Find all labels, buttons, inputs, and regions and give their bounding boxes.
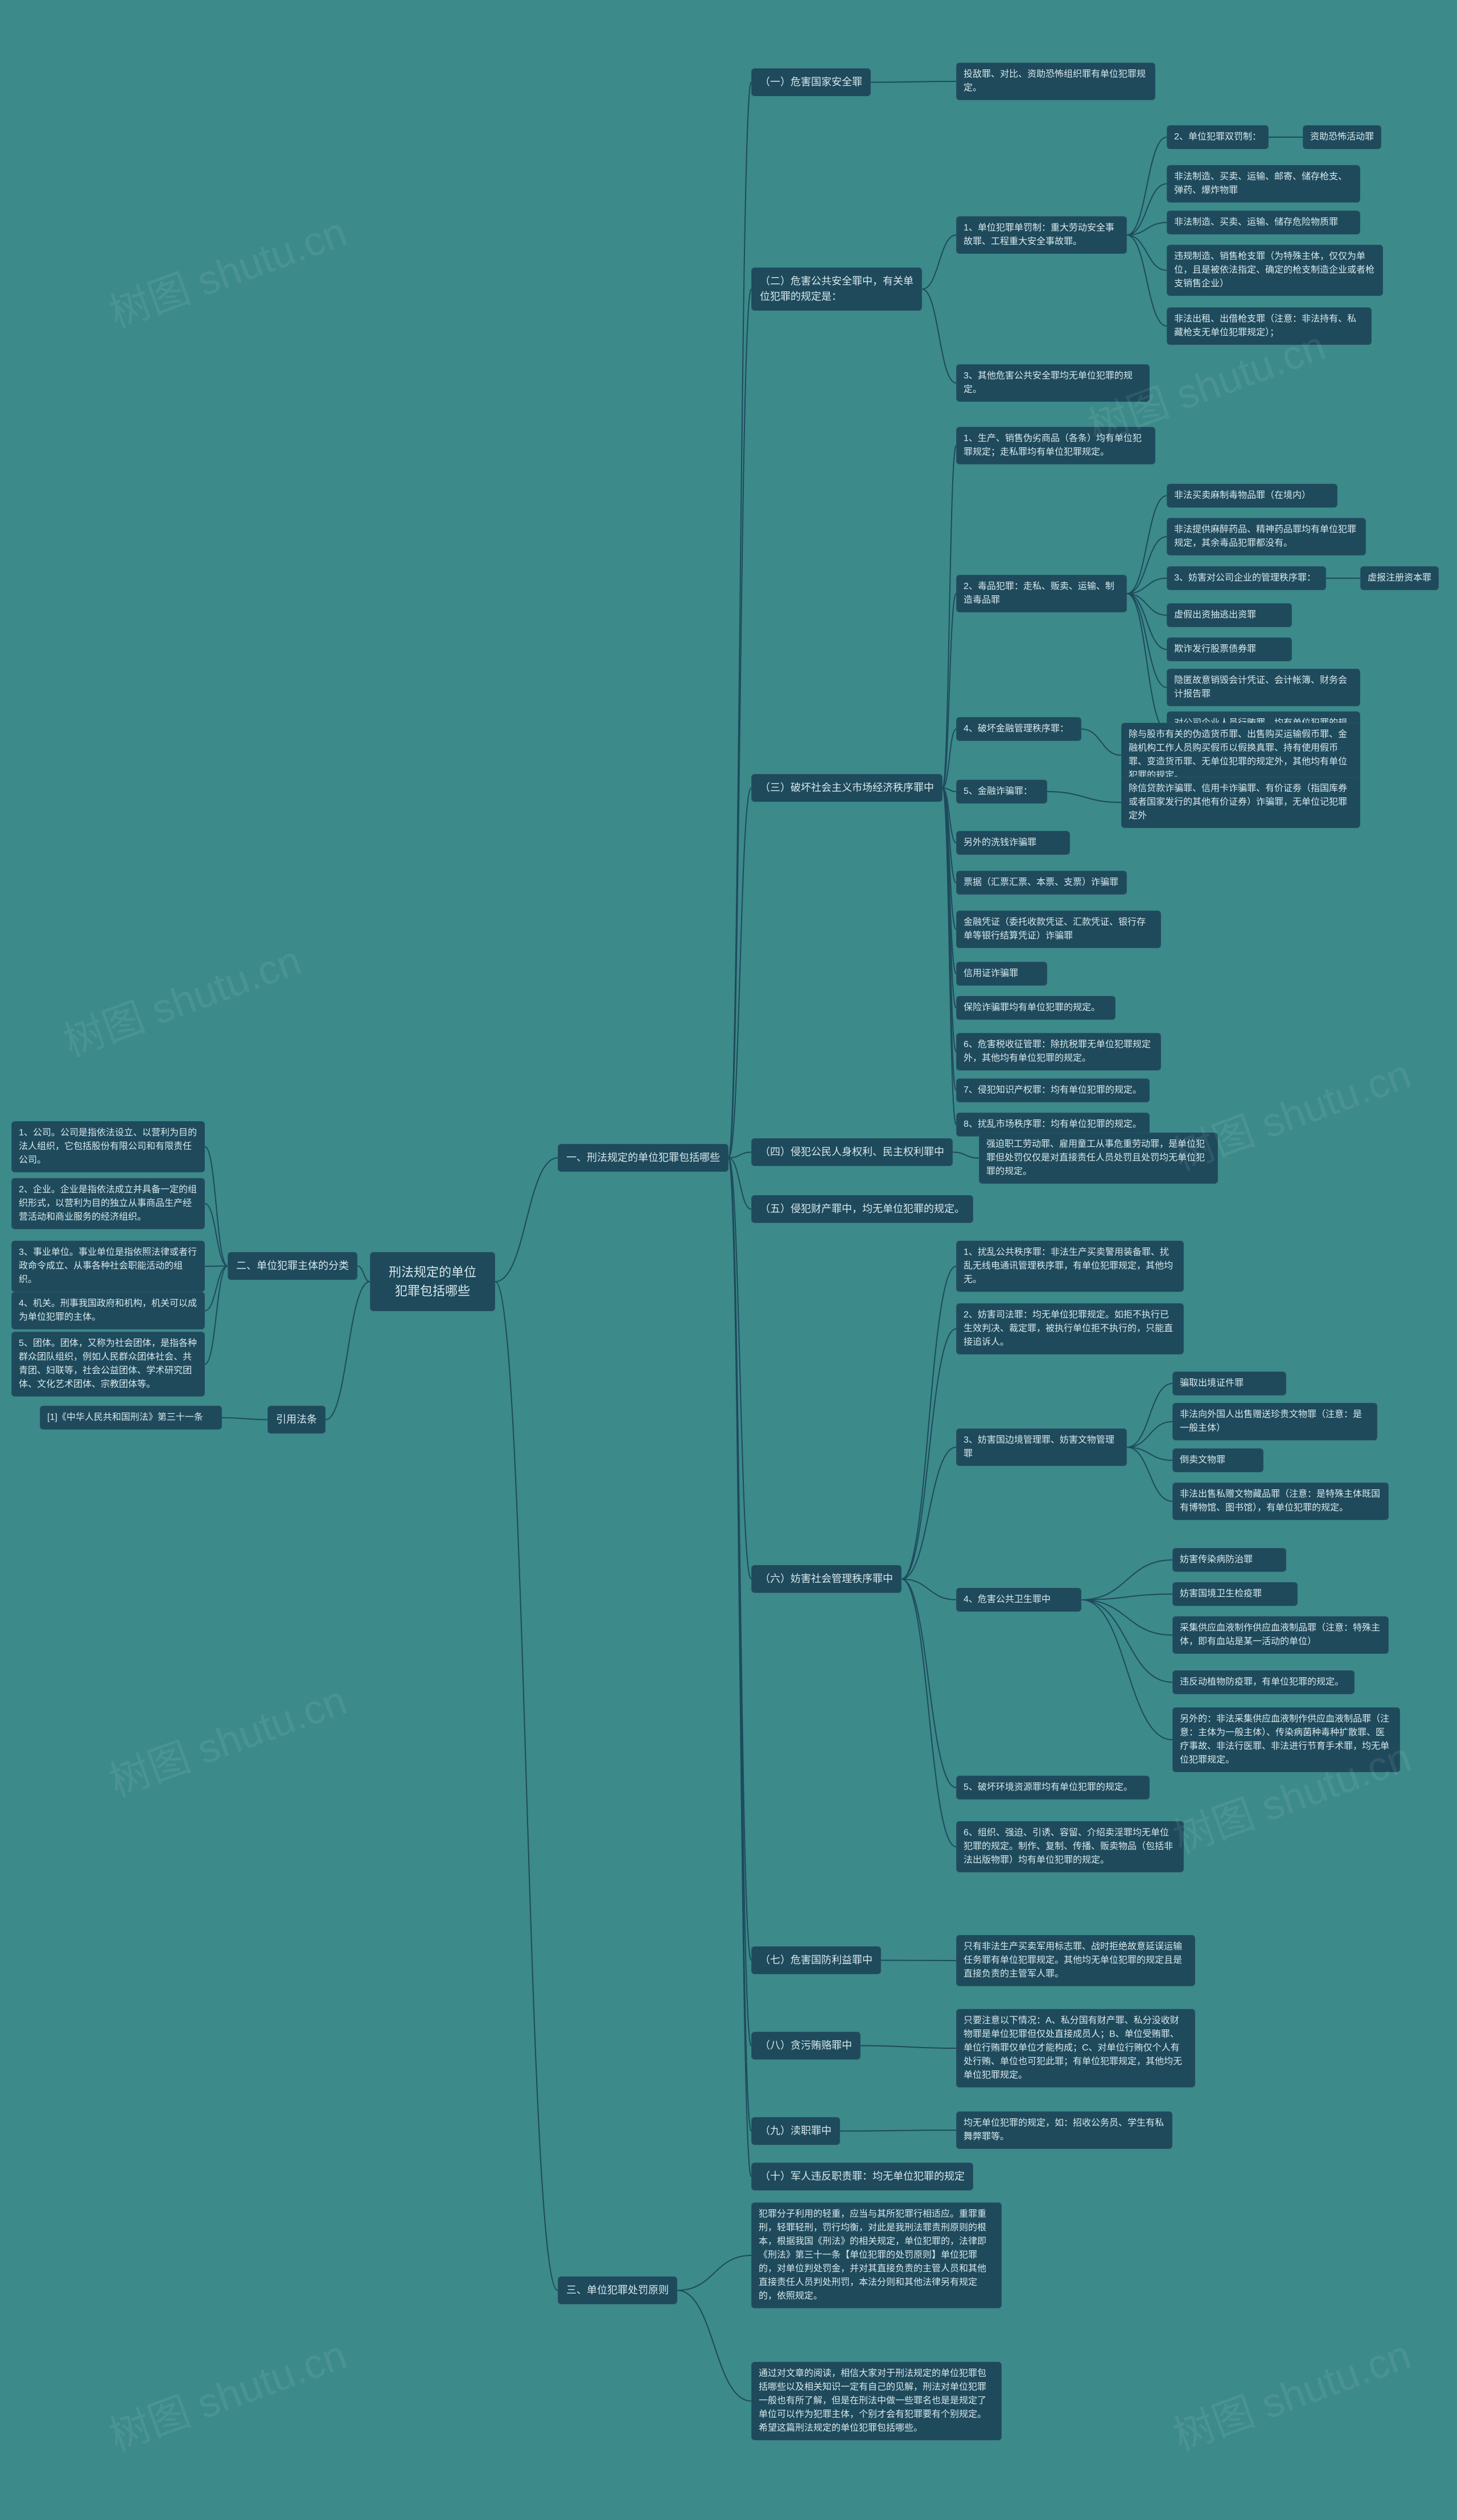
mindmap-node: 强迫职工劳动罪、雇用童工从事危重劳动罪，是单位犯罪但处罚仅仅是对直接责任人员处罚… bbox=[979, 1133, 1218, 1184]
mindmap-node: 保险诈骗罪均有单位犯罪的规定。 bbox=[956, 996, 1116, 1020]
mindmap-node: 倒卖文物罪 bbox=[1172, 1448, 1263, 1472]
mindmap-node: 虚假出资抽逃出资罪 bbox=[1167, 603, 1292, 627]
mindmap-node: 2、企业。企业是指依法成立并具备一定的组织形式，以营利为目的独立从事商品生产经营… bbox=[11, 1178, 205, 1229]
mindmap-node: 金融凭证（委托收款凭证、汇款凭证、银行存单等银行结算凭证）诈骗罪 bbox=[956, 911, 1161, 948]
mindmap-node: 一、刑法规定的单位犯罪包括哪些 bbox=[558, 1144, 728, 1172]
mindmap-node: 5、金融诈骗罪： bbox=[956, 780, 1047, 804]
mindmap-node: 5、团体。团体，又称为社会团体，是指各种群众团队组织，例如人民群众团体社会、共青… bbox=[11, 1332, 205, 1397]
mindmap-node: 隐匿故意销毁会计凭证、会计帐簿、财务会计报告罪 bbox=[1167, 669, 1360, 706]
mindmap-node: 妨害国境卫生检疫罪 bbox=[1172, 1582, 1298, 1606]
mindmap-node: 二、单位犯罪主体的分类 bbox=[228, 1252, 357, 1280]
mindmap-node: 4、机关。刑事我国政府和机构，机关可以成为单位犯罪的主体。 bbox=[11, 1292, 205, 1329]
mindmap-node: 另外的：非法采集供应血液制作供应血液制品罪（注意：主体为一般主体）、传染病菌种毒… bbox=[1172, 1707, 1400, 1772]
mindmap-node: 非法制造、买卖、运输、储存危险物质罪 bbox=[1167, 211, 1360, 234]
watermark: 树图 shutu.cn bbox=[100, 2321, 353, 2463]
mindmap-node: （七）危害国防利益罪中 bbox=[751, 1946, 881, 1974]
connector-layer bbox=[0, 0, 1457, 2520]
mindmap-node: 票据（汇票汇票、本票、支票）诈骗罪 bbox=[956, 871, 1127, 895]
mindmap-node: 通过对文章的阅读，相信大家对于刑法规定的单位犯罪包括哪些以及相关知识一定有自己的… bbox=[751, 2362, 1002, 2440]
mindmap-node: 6、组织、强迫、引诱、容留、介绍卖淫罪均无单位犯罪的规定。制作、复制、传播、贩卖… bbox=[956, 1821, 1184, 1872]
mindmap-node: 4、破坏金融管理秩序罪： bbox=[956, 717, 1081, 741]
mindmap-node: 三、单位犯罪处罚原则 bbox=[558, 2276, 677, 2304]
mindmap-node: 刑法规定的单位犯罪包括哪些 bbox=[370, 1252, 495, 1311]
mindmap-node: 信用证诈骗罪 bbox=[956, 962, 1047, 986]
mindmap-node: 引用法条 bbox=[267, 1406, 326, 1434]
mindmap-node: （八）贪污贿赂罪中 bbox=[751, 2032, 861, 2060]
mindmap-node: （十）军人违反职责罪：均无单位犯罪的规定 bbox=[751, 2163, 973, 2190]
mindmap-node: （五）侵犯财产罪中，均无单位犯罪的规定。 bbox=[751, 1195, 973, 1223]
mindmap-node: 非法制造、买卖、运输、邮寄、储存枪支、弹药、爆炸物罪 bbox=[1167, 165, 1360, 203]
mindmap-node: 1、单位犯罪单罚制：重大劳动安全事故罪、工程重大安全事故罪。 bbox=[956, 216, 1127, 254]
mindmap-node: 虚报注册资本罪 bbox=[1360, 566, 1439, 590]
mindmap-node: 除信贷款诈骗罪、信用卡诈骗罪、有价证劵（指国库券或者国家发行的其他有价证券）诈骗… bbox=[1121, 777, 1360, 828]
mindmap-node: 非法向外国人出售赠送珍贵文物罪（注意：是一般主体） bbox=[1172, 1403, 1377, 1440]
mindmap-node: 1、扰乱公共秩序罪：非法生产买卖警用装备罪、扰乱无线电通讯管理秩序罪，有单位犯罪… bbox=[956, 1241, 1184, 1292]
watermark: 树图 shutu.cn bbox=[100, 199, 353, 340]
watermark: 树图 shutu.cn bbox=[1164, 2321, 1418, 2463]
mindmap-node: 1、公司。公司是指依法设立、以营利为目的法人组织，它包括股份有限公司和有限责任公… bbox=[11, 1121, 205, 1172]
mindmap-node: 1、生产、销售伪劣商品（各条）均有单位犯罪规定；走私罪均有单位犯罪规定。 bbox=[956, 427, 1155, 464]
watermark: 树图 shutu.cn bbox=[100, 1667, 353, 1808]
mindmap-node: （二）危害公共安全罪中，有关单位犯罪的规定是： bbox=[751, 267, 922, 311]
mindmap-node: 2、单位犯罪双罚制： bbox=[1167, 125, 1269, 149]
mindmap-node: 妨害传染病防治罪 bbox=[1172, 1548, 1286, 1572]
mindmap-node: 非法提供麻醉药品、精神药品罪均有单位犯罪规定，其余毒品犯罪都没有。 bbox=[1167, 518, 1366, 555]
mindmap-node: [1]《中华人民共和国刑法》第三十一条 bbox=[40, 1406, 222, 1430]
mindmap-node: 2、妨害司法罪：均无单位犯罪规定。如拒不执行已生效判决、裁定罪，被执行单位拒不执… bbox=[956, 1303, 1184, 1354]
mindmap-node: 3、妨害对公司企业的管理秩序罪： bbox=[1167, 566, 1326, 590]
mindmap-node: 非法买卖麻制毒物品罪（在境内） bbox=[1167, 484, 1337, 508]
mindmap-node: 犯罪分子利用的轻重，应当与其所犯罪行相适应。重罪重刑，轻罪轻刑，罚行均衡，对此是… bbox=[751, 2202, 1002, 2308]
mindmap-node: 非法出售私赠文物藏品罪（注意：是特殊主体既国有博物馆、图书馆），有单位犯罪的规定… bbox=[1172, 1483, 1389, 1520]
mindmap-node: 只有非法生产买卖军用标志罪、战时拒绝故意延误运输任务罪有单位犯罪规定。其他均无单… bbox=[956, 1935, 1195, 1986]
watermark: 树图 shutu.cn bbox=[54, 927, 308, 1068]
mindmap-node: 非法出租、出借枪支罪（注意：非法持有、私藏枪支无单位犯罪规定）； bbox=[1167, 307, 1372, 345]
mindmap-node: （一）危害国家安全罪 bbox=[751, 68, 871, 96]
mindmap-node: 资助恐怖活动罪 bbox=[1303, 125, 1381, 149]
mindmap-node: 5、破坏环境资源罪均有单位犯罪的规定。 bbox=[956, 1776, 1150, 1800]
mindmap-node: （四）侵犯公民人身权利、民主权利罪中 bbox=[751, 1138, 953, 1166]
mindmap-node: 2、毒品犯罪：走私、贩卖、运输、制造毒品罪 bbox=[956, 575, 1127, 612]
mindmap-node: 6、危害税收征管罪：除抗税罪无单位犯罪规定外，其他均有单位犯罪的规定。 bbox=[956, 1033, 1161, 1070]
mindmap-node: （九）渎职罪中 bbox=[751, 2117, 840, 2145]
mindmap-node: 均无单位犯罪的规定，如：招收公务员、学生有私舞弊罪等。 bbox=[956, 2111, 1172, 2149]
mindmap-node: 违规制造、销售枪支罪（为特殊主体，仅仅为单位，且是被依法指定、确定的枪支制造企业… bbox=[1167, 245, 1383, 296]
mindmap-node: （六）妨害社会管理秩序罪中 bbox=[751, 1565, 902, 1593]
mindmap-node: 3、事业单位。事业单位是指依照法律或者行政命令成立、从事各种社会职能活动的组织。 bbox=[11, 1241, 205, 1292]
mindmap-node: 违反动植物防疫罪，有单位犯罪的规定。 bbox=[1172, 1670, 1355, 1694]
mindmap-node: 4、危害公共卫生罪中 bbox=[956, 1588, 1081, 1612]
mindmap-node: 只要注意以下情况：A、私分国有财产罪、私分没收财物罪是单位犯罪但仅处直接成员人；… bbox=[956, 2009, 1195, 2087]
mindmap-node: 欺诈发行股票债券罪 bbox=[1167, 637, 1292, 661]
mindmap-node: 采集供应血液制作供应血液制品罪（注意：特殊主体，即有血站是某一活动的单位） bbox=[1172, 1616, 1389, 1654]
mindmap-node: 3、其他危害公共安全罪均无单位犯罪的规定。 bbox=[956, 364, 1150, 402]
mindmap-node: 投敌罪、对比、资助恐怖组织罪有单位犯罪规定。 bbox=[956, 63, 1155, 100]
mindmap-node: （三）破坏社会主义市场经济秩序罪中 bbox=[751, 774, 942, 802]
mindmap-node: 另外的洗钱诈骗罪 bbox=[956, 831, 1070, 855]
mindmap-node: 7、侵犯知识产权罪：均有单位犯罪的规定。 bbox=[956, 1078, 1150, 1102]
mindmap-node: 骗取出境证件罪 bbox=[1172, 1372, 1286, 1395]
mindmap-node: 3、妨害国边境管理罪、妨害文物管理罪 bbox=[956, 1428, 1127, 1466]
